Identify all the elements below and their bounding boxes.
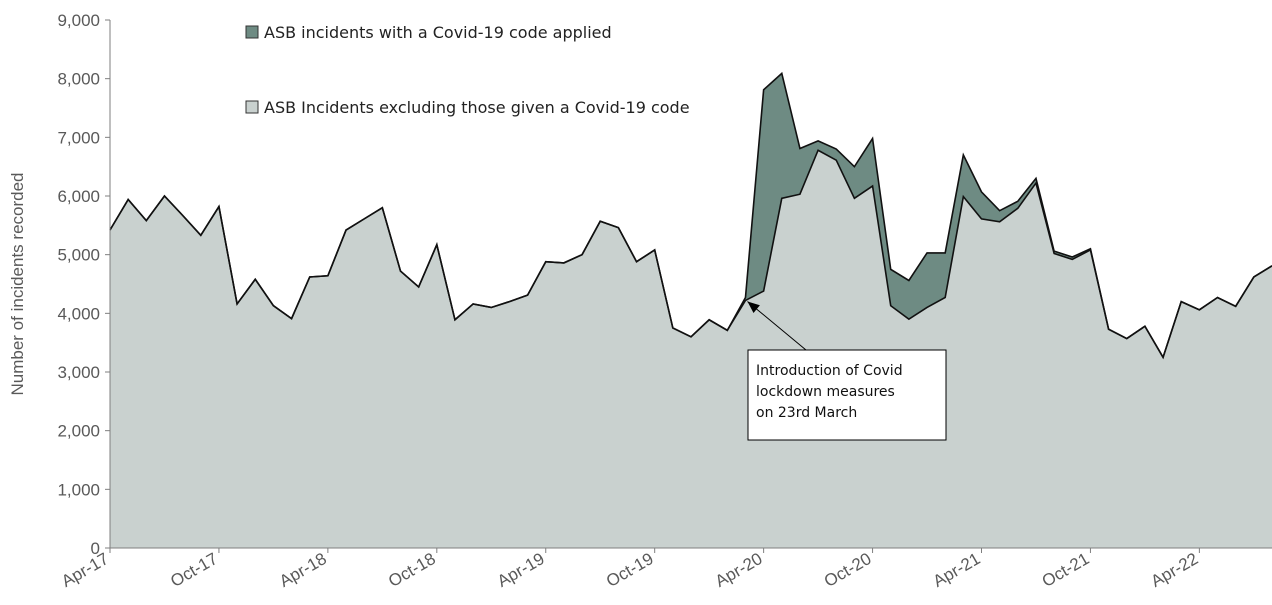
legend-swatch bbox=[245, 25, 259, 39]
x-tick-label: Oct-19 bbox=[603, 549, 657, 591]
y-tick-label: 9,000 bbox=[57, 11, 100, 30]
y-tick-label: 0 bbox=[91, 539, 100, 558]
y-tick-label: 2,000 bbox=[57, 422, 100, 441]
area-excluding-covid bbox=[110, 150, 1272, 549]
x-tick-label: Apr-17 bbox=[58, 549, 112, 591]
y-tick-label: 6,000 bbox=[57, 187, 100, 206]
x-tick-label: Oct-20 bbox=[821, 549, 875, 591]
x-tick-label: Oct-18 bbox=[385, 549, 439, 591]
annotation: Introduction of Covid lockdown measures on… bbox=[747, 301, 947, 441]
annotation-arrowhead bbox=[747, 301, 760, 314]
x-tick-label: Apr-21 bbox=[930, 549, 984, 591]
axes bbox=[109, 20, 1272, 549]
annotation-text-line: lockdown measures bbox=[756, 384, 895, 400]
x-tick-label: Oct-17 bbox=[167, 549, 221, 591]
annotation-text-line: Introduction of Covid bbox=[756, 363, 903, 379]
y-tick-label: 5,000 bbox=[57, 246, 100, 265]
line-excluding-covid bbox=[109, 149, 1272, 360]
y-tick-label: 3,000 bbox=[57, 363, 100, 382]
annotation-text-line: on 23rd March bbox=[756, 405, 857, 421]
annotation-arrow-line bbox=[747, 301, 807, 351]
y-tick-label: 4,000 bbox=[57, 304, 100, 323]
y-tick-label: 1,000 bbox=[57, 480, 100, 499]
x-tick-label: Apr-19 bbox=[494, 549, 548, 591]
legend: ASB incidents with a Covid-19 code appli… bbox=[245, 23, 690, 117]
y-axis-ticks: 0 1,000 2,000 3,000 4,000 5,000 6,000 7,000 8,00… bbox=[57, 11, 110, 558]
legend-label: ASB Incidents excluding those given a Co… bbox=[264, 98, 690, 117]
x-axis-ticks: Apr-17 Oct-17 Apr-18 Oct-18 Apr-19 Oct-19 Apr-… bbox=[58, 548, 1201, 591]
x-tick-label: Apr-20 bbox=[712, 549, 766, 591]
x-tick-label: Apr-18 bbox=[276, 549, 330, 591]
legend-swatch bbox=[245, 100, 259, 114]
x-tick-label: Apr-22 bbox=[1148, 549, 1202, 591]
y-axis-title: Number of incidents recorded bbox=[8, 172, 27, 395]
y-tick-label: 8,000 bbox=[57, 70, 100, 89]
x-tick-label: Oct-21 bbox=[1039, 549, 1093, 591]
legend-label: ASB incidents with a Covid-19 code appli… bbox=[264, 23, 612, 42]
y-tick-label: 7,000 bbox=[57, 128, 100, 147]
annotation-box bbox=[747, 349, 947, 441]
area-series-group bbox=[109, 71, 1272, 549]
